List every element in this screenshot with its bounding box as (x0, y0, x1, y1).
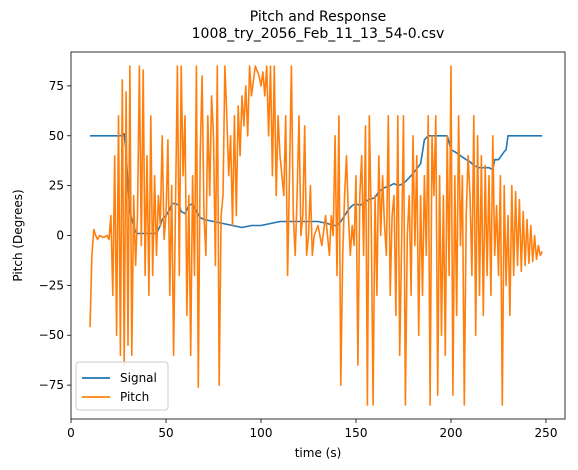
x-tick-label: 200 (440, 426, 463, 440)
x-axis-ticks: 0 50 100 150 200 250 (67, 419, 557, 440)
x-tick-label: 100 (250, 426, 273, 440)
x-tick-label: 0 (67, 426, 75, 440)
y-tick-label: 50 (49, 129, 64, 143)
x-tick-label: 150 (345, 426, 368, 440)
y-tick-label: 0 (56, 229, 64, 243)
x-axis-label: time (s) (295, 446, 342, 460)
legend-box (75, 361, 169, 411)
legend: Signal Pitch (75, 361, 169, 411)
y-axis-ticks: −75 −50 −25 0 25 50 75 (39, 79, 71, 392)
y-tick-label: −75 (39, 378, 64, 392)
y-tick-label: −50 (39, 328, 64, 342)
x-tick-label: 250 (535, 426, 558, 440)
legend-label-signal: Signal (120, 371, 157, 385)
y-tick-label: −25 (39, 278, 64, 292)
series-layer (89, 65, 543, 406)
legend-label-pitch: Pitch (120, 390, 149, 404)
y-tick-label: 75 (49, 79, 64, 93)
y-tick-label: 25 (49, 179, 64, 193)
series-line-pitch (89, 65, 543, 406)
x-tick-label: 50 (158, 426, 173, 440)
y-axis-label: Pitch (Degrees) (11, 189, 25, 281)
chart-subtitle: 1008_try_2056_Feb_11_13_54-0.csv (192, 26, 445, 42)
chart-title: Pitch and Response (250, 9, 387, 25)
